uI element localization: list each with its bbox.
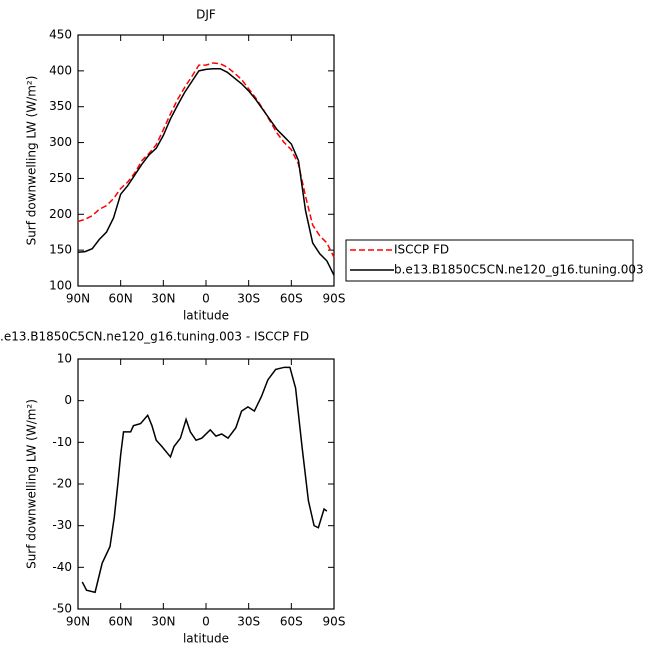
chart-title: .e13.B1850C5CN.ne120_g16.tuning.003 - IS…: [0, 330, 309, 344]
series-line: [77, 67, 335, 276]
y-tick-label: 100: [49, 279, 72, 293]
y-tick-label: 250: [49, 171, 72, 185]
plot-frame: [77, 358, 335, 610]
legend-label: b.e13.B1850C5CN.ne120_g16.tuning.003: [394, 263, 644, 277]
y-tick-label: 200: [49, 207, 72, 221]
x-tick-label: 90N: [66, 615, 90, 629]
y-axis-label: Surf downwelling LW (W/m²): [25, 399, 39, 569]
legend-box: [345, 239, 634, 282]
y-tick-label: 350: [49, 99, 72, 113]
x-tick-label: 30N: [151, 292, 175, 306]
x-tick-label: 0: [202, 292, 210, 306]
x-tick-label: 90N: [66, 292, 90, 306]
series-line: [81, 366, 328, 594]
legend-label: ISCCP FD: [394, 243, 449, 257]
y-tick-label: -30: [52, 518, 72, 532]
y-tick-label: 10: [57, 352, 72, 366]
x-tick-label: 90S: [323, 615, 346, 629]
y-tick-label: 400: [49, 63, 72, 77]
x-tick-label: 30S: [237, 292, 260, 306]
x-tick-label: 60S: [280, 292, 303, 306]
x-tick-label: 90S: [323, 292, 346, 306]
x-tick-label: 30N: [151, 615, 175, 629]
y-tick-label: -10: [52, 435, 72, 449]
y-tick-label: 450: [49, 28, 72, 42]
x-tick-label: 60S: [280, 615, 303, 629]
x-tick-label: 0: [202, 615, 210, 629]
plot-frame: [77, 34, 335, 287]
series-line: [77, 62, 335, 258]
x-axis-label: latitude: [183, 632, 229, 646]
y-tick-label: 150: [49, 243, 72, 257]
y-tick-label: -20: [52, 477, 72, 491]
x-axis-label: latitude: [183, 309, 229, 323]
y-axis-label: Surf downwelling LW (W/m²): [25, 76, 39, 246]
y-tick-label: 300: [49, 135, 72, 149]
x-tick-label: 60N: [109, 292, 133, 306]
y-tick-label: -50: [52, 602, 72, 616]
y-tick-label: -40: [52, 560, 72, 574]
x-tick-label: 30S: [237, 615, 260, 629]
y-tick-label: 0: [64, 393, 72, 407]
x-tick-label: 60N: [109, 615, 133, 629]
chart-title: DJF: [196, 8, 216, 22]
